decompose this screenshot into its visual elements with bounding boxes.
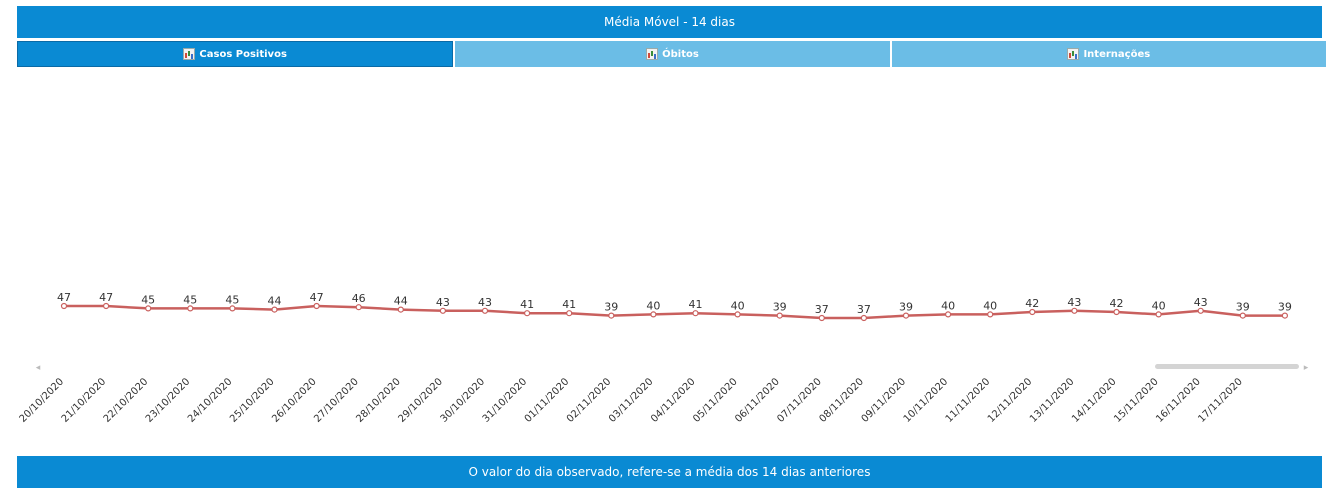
tab-label: Casos Positivos [199,48,287,60]
data-point [1155,311,1162,318]
data-label: 47 [310,291,324,304]
data-label: 37 [815,303,829,316]
data-label: 44 [268,295,282,308]
scroll-right-arrow-icon[interactable]: ▸ [1304,363,1309,373]
data-label: 41 [689,298,703,311]
data-point [102,302,110,310]
data-label: 40 [1152,299,1166,312]
chart-title: Média Móvel - 14 dias [604,15,735,29]
data-label: 41 [520,298,534,311]
data-point [1281,312,1289,319]
data-point [439,307,446,314]
tab-label: Óbitos [662,48,699,60]
data-point [60,302,68,310]
data-point [481,307,489,314]
series-line [62,304,1287,320]
data-point [818,314,825,322]
x-tick-label: 17/11/2020 [1196,376,1245,425]
bar-chart-icon [1067,48,1080,60]
data-label: 43 [1067,296,1081,309]
data-point [1197,307,1204,314]
data-label: 40 [646,299,660,312]
footer-note: O valor do dia observado, refere-se a mé… [468,465,871,479]
data-point [987,311,994,318]
data-point [1071,307,1078,314]
data-point [734,311,741,318]
data-label: 43 [478,296,492,309]
tab-internacoes[interactable]: Internações [891,41,1326,67]
data-point [313,302,320,310]
data-point [187,305,194,312]
data-point [355,304,362,311]
chart-title-bar: Média Móvel - 14 dias [17,6,1322,38]
data-point [1029,308,1036,316]
data-point [145,305,152,312]
data-label: 46 [352,292,366,305]
data-label: 40 [731,299,745,312]
data-point [944,311,952,318]
data-label: 43 [1194,296,1208,309]
data-label: 43 [436,296,450,309]
data-label: 42 [1110,297,1124,310]
data-label: 39 [899,301,913,314]
bar-chart-icon [183,48,196,60]
data-label: 39 [773,301,787,314]
data-point [523,310,531,317]
scroll-left-arrow-icon[interactable]: ◂ [36,363,41,373]
data-label: 47 [99,291,113,304]
data-label: 45 [225,293,239,306]
line-chart: 47 47 45 45 45 44 47 46 44 43 43 41 41 39 40 41 40 39 37 37… [18,291,1309,425]
data-label: 45 [183,293,197,306]
data-label: 42 [1025,297,1039,310]
tab-casos-positivos[interactable]: Casos Positivos [17,41,454,67]
data-label: 39 [604,301,618,314]
data-label: 44 [394,295,408,308]
data-point [1113,308,1120,316]
tab-obitos[interactable]: Óbitos [455,41,890,67]
bar-chart-icon [646,48,659,60]
tab-label: Internações [1083,48,1151,60]
data-point [271,306,278,313]
data-point [860,314,868,322]
data-point [650,311,657,318]
data-point [902,312,910,319]
scrollbar-thumb[interactable] [1155,364,1299,369]
data-point [229,305,236,312]
data-label: 47 [57,291,71,304]
data-point [397,306,404,313]
footer-note-bar: O valor do dia observado, refere-se a mé… [17,456,1322,488]
tab-bar: Casos Positivos Óbitos Internações [17,41,1326,67]
data-label: 39 [1278,301,1292,314]
data-label: 45 [141,293,155,306]
data-label: 39 [1236,301,1250,314]
data-point [692,310,699,317]
data-label: 40 [941,299,955,312]
data-point [1239,312,1246,319]
data-point [608,312,615,319]
data-label: 37 [857,303,871,316]
data-label: 40 [983,299,997,312]
data-point [776,312,783,319]
data-point [566,310,573,317]
data-label: 41 [562,298,576,311]
